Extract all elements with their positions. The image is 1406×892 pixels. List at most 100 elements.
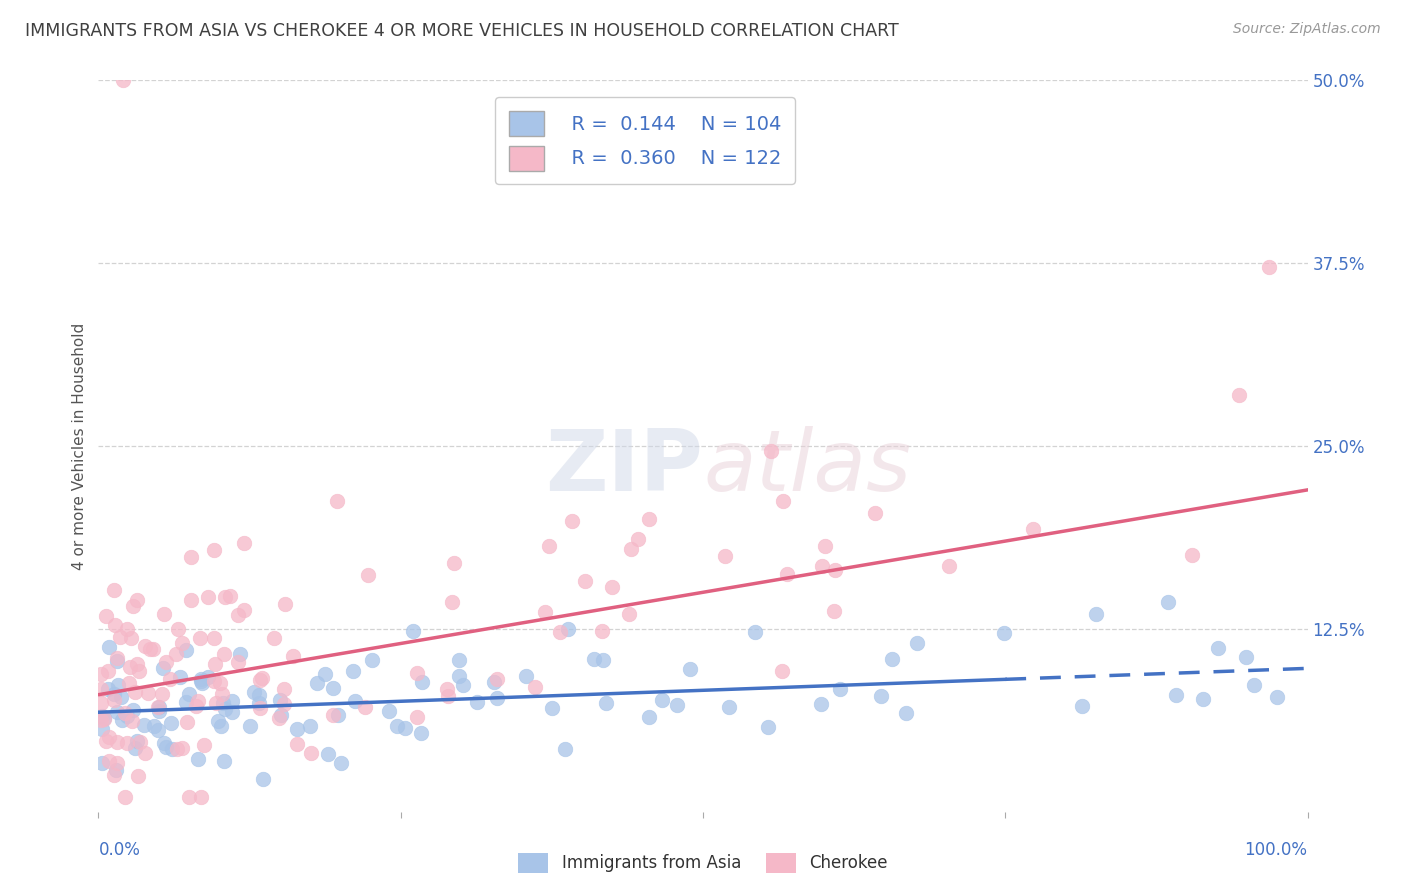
Point: [134, 639, 156, 653]
Point: [318, 747, 340, 762]
Point: [330, 756, 353, 770]
Point: [221, 705, 243, 719]
Text: IMMIGRANTS FROM ASIA VS CHEROKEE 4 OR MORE VEHICLES IN HOUSEHOLD CORRELATION CHA: IMMIGRANTS FROM ASIA VS CHEROKEE 4 OR MO…: [25, 22, 898, 40]
Point: [204, 657, 226, 671]
Point: [353, 699, 375, 714]
Point: [190, 676, 212, 690]
Point: [1243, 678, 1265, 692]
Point: [772, 493, 794, 508]
Point: [759, 444, 782, 458]
Point: [125, 733, 148, 747]
Point: [166, 741, 188, 756]
Point: [103, 767, 125, 781]
Point: [239, 719, 262, 733]
Point: [326, 708, 349, 723]
Point: [896, 706, 918, 720]
Point: [91, 722, 114, 736]
Point: [591, 624, 613, 638]
Point: [202, 631, 225, 645]
Point: [515, 669, 537, 683]
Point: [299, 746, 322, 760]
Point: [118, 660, 141, 674]
Point: [247, 696, 270, 710]
Point: [94, 734, 117, 748]
Point: [209, 719, 232, 733]
Point: [344, 694, 367, 708]
Point: [270, 708, 292, 723]
Point: [120, 632, 142, 646]
Point: [91, 708, 114, 723]
Point: [905, 636, 928, 650]
Point: [252, 671, 274, 685]
Point: [179, 687, 201, 701]
Point: [1191, 692, 1213, 706]
Point: [557, 622, 579, 636]
Point: [465, 695, 488, 709]
Point: [219, 589, 242, 603]
Point: [98, 640, 121, 655]
Point: [221, 694, 243, 708]
Point: [190, 672, 212, 686]
Point: [665, 698, 688, 712]
Point: [1234, 649, 1257, 664]
Point: [1164, 688, 1187, 702]
Point: [152, 661, 174, 675]
Point: [211, 696, 233, 710]
Point: [187, 752, 209, 766]
Point: [90, 681, 112, 696]
Point: [436, 682, 458, 697]
Point: [214, 702, 236, 716]
Point: [287, 722, 309, 736]
Point: [148, 699, 170, 714]
Point: [269, 692, 291, 706]
Point: [159, 672, 181, 686]
Point: [361, 653, 384, 667]
Point: [91, 756, 114, 770]
Point: [679, 662, 702, 676]
Point: [150, 687, 173, 701]
Point: [174, 643, 197, 657]
Point: [356, 568, 378, 582]
Point: [148, 704, 170, 718]
Point: [541, 701, 564, 715]
Point: [554, 742, 576, 756]
Point: [756, 720, 779, 734]
Point: [451, 678, 474, 692]
Point: [281, 648, 304, 663]
Point: [180, 549, 202, 564]
Point: [322, 681, 344, 695]
Point: [93, 712, 115, 726]
Point: [243, 685, 266, 699]
Point: [127, 768, 149, 782]
Point: [651, 692, 673, 706]
Point: [118, 676, 141, 690]
Point: [548, 625, 571, 640]
Point: [197, 590, 219, 604]
Point: [193, 739, 215, 753]
Point: [97, 664, 120, 678]
Point: [595, 696, 617, 710]
Point: [226, 655, 249, 669]
Point: [115, 622, 138, 636]
Point: [447, 653, 470, 667]
Point: [770, 665, 793, 679]
Point: [305, 675, 328, 690]
Point: [322, 708, 344, 723]
Point: [561, 514, 583, 528]
Point: [90, 696, 112, 710]
Point: [111, 73, 134, 87]
Point: [411, 725, 433, 739]
Point: [592, 653, 614, 667]
Point: [114, 790, 136, 805]
Point: [273, 697, 295, 711]
Point: [620, 542, 643, 557]
Point: [1265, 690, 1288, 705]
Point: [142, 642, 165, 657]
Point: [190, 790, 212, 805]
Point: [174, 695, 197, 709]
Point: [107, 756, 129, 771]
Point: [207, 714, 229, 729]
Point: [105, 705, 128, 719]
Point: [110, 690, 132, 705]
Text: 100.0%: 100.0%: [1244, 841, 1308, 859]
